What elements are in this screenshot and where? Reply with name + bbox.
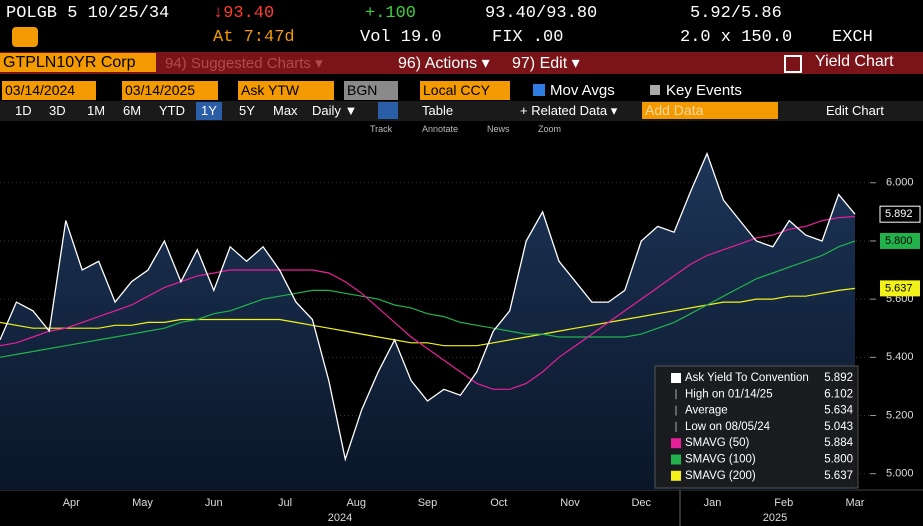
last-value-label: 5.637 <box>885 282 913 294</box>
period-button[interactable]: 1M <box>87 103 106 118</box>
x-tick-label: Jun <box>205 497 223 509</box>
volume: Vol 19.0 <box>360 28 442 47</box>
period-button[interactable]: 5Y <box>239 103 255 118</box>
legend-value: 5.892 <box>824 372 853 384</box>
last-value-tag <box>880 280 920 297</box>
legend-value: 5.043 <box>824 421 853 433</box>
period-button[interactable]: 1Y <box>196 102 222 120</box>
line <box>0 151 856 462</box>
fix: FIX .00 <box>492 28 564 47</box>
field-select[interactable]: Ask YTW <box>238 81 334 100</box>
legend-box <box>654 365 859 489</box>
x-tick-label: Aug <box>346 497 366 509</box>
x-tick-label: Jul <box>278 497 292 509</box>
last-value-label: 5.892 <box>885 208 913 220</box>
checkbox[interactable] <box>533 84 545 96</box>
table-button[interactable]: Table <box>422 103 454 118</box>
legend-label: Ask Yield To Convention <box>685 372 809 384</box>
suggested-charts[interactable]: 94) Suggested Charts ▾ <box>165 55 323 72</box>
security: POLGB 5 10/25/34 <box>6 4 170 23</box>
x-tick-label: Feb <box>774 497 793 509</box>
legend-label: SMAVG (100) <box>685 454 756 466</box>
legend-label: SMAVG (50) <box>685 437 749 449</box>
legend-swatch <box>671 438 681 449</box>
legend-swatch <box>671 373 681 383</box>
line <box>0 215 856 390</box>
currency-select[interactable]: Local CCY <box>420 81 510 100</box>
x-tick-label: Jan <box>704 497 722 509</box>
time: At 7:47d <box>213 28 295 47</box>
area <box>0 153 855 490</box>
open-icon <box>784 55 802 73</box>
x-tick-label: Apr <box>63 497 80 509</box>
x-tick-label: Mar <box>846 497 865 509</box>
related-data[interactable]: + Related Data ▾ <box>520 103 618 118</box>
period-button[interactable]: 6M <box>123 103 142 118</box>
tool-button[interactable]: Track <box>370 124 393 134</box>
edit-chart[interactable]: Edit Chart <box>826 103 884 118</box>
period-button[interactable]: YTD <box>159 103 185 118</box>
legend-value: 5.637 <box>824 470 853 482</box>
checkbox[interactable] <box>650 85 660 95</box>
tool-button[interactable]: News <box>487 124 510 134</box>
yields: 5.92/5.86 <box>690 4 782 23</box>
edit-menu[interactable]: 97) Edit ▾ <box>512 55 580 72</box>
x-tick-label: Sep <box>418 497 438 509</box>
last-value-label: 5.800 <box>885 235 913 247</box>
last-price: ↓93.40 <box>213 4 275 23</box>
period-button[interactable]: 3D <box>49 103 66 118</box>
legend-value: 5.634 <box>824 405 853 417</box>
view-title[interactable]: Yield Chart <box>815 53 894 70</box>
y-tick-label: 5.200 <box>886 409 914 421</box>
source-select[interactable]: BGN <box>344 81 398 100</box>
tool-button[interactable]: Zoom <box>538 124 562 134</box>
tool-button[interactable]: Annotate <box>422 124 459 134</box>
mov-avgs[interactable]: Mov Avgs <box>550 82 615 99</box>
legend-label: Average <box>685 405 728 417</box>
y-tick-label: 5.400 <box>886 351 914 363</box>
x-tick-label: Nov <box>560 497 580 509</box>
period-button[interactable]: Max <box>273 103 298 118</box>
legend-label: Low on 08/05/24 <box>685 421 771 433</box>
legend-swatch <box>671 470 681 481</box>
actions-menu[interactable]: 96) Actions ▾ <box>398 55 490 72</box>
last-value-tag <box>880 232 920 249</box>
frequency[interactable]: Daily ▼ <box>312 103 358 118</box>
chart-icon[interactable] <box>378 102 398 119</box>
exchange: EXCH <box>832 28 873 47</box>
x-tick-label: May <box>132 497 153 509</box>
x-tick-label: Oct <box>490 497 507 509</box>
menu-bar <box>0 52 923 74</box>
legend-label: SMAVG (200) <box>685 470 756 482</box>
year-label: 2025 <box>763 512 787 524</box>
size: 2.0 x 150.0 <box>680 28 793 47</box>
icon <box>12 27 38 47</box>
line <box>0 287 856 347</box>
y-tick-label: 5.000 <box>886 468 914 480</box>
last-value-tag <box>879 205 921 223</box>
legend-value: 6.102 <box>824 388 853 400</box>
end-date[interactable]: 03/14/2025 <box>122 81 218 100</box>
bid-ask: 93.40/93.80 <box>485 4 598 23</box>
legend-label: High on 01/14/25 <box>685 388 773 400</box>
ticker-field[interactable]: GTPLN10YR Corp <box>0 53 156 72</box>
legend-value: 5.884 <box>824 437 853 449</box>
y-tick-label: 6.000 <box>886 177 914 189</box>
period-button[interactable]: 1D <box>15 103 32 118</box>
legend-swatch <box>671 454 681 465</box>
year-label: 2024 <box>328 512 352 524</box>
legend-value: 5.800 <box>824 454 853 466</box>
key-events[interactable]: Key Events <box>666 82 742 99</box>
change: +.100 <box>365 4 417 23</box>
x-tick-label: Dec <box>631 497 651 509</box>
start-date[interactable]: 03/14/2024 <box>2 81 96 100</box>
add-data-field[interactable]: Add Data <box>642 102 778 119</box>
line <box>0 240 856 358</box>
